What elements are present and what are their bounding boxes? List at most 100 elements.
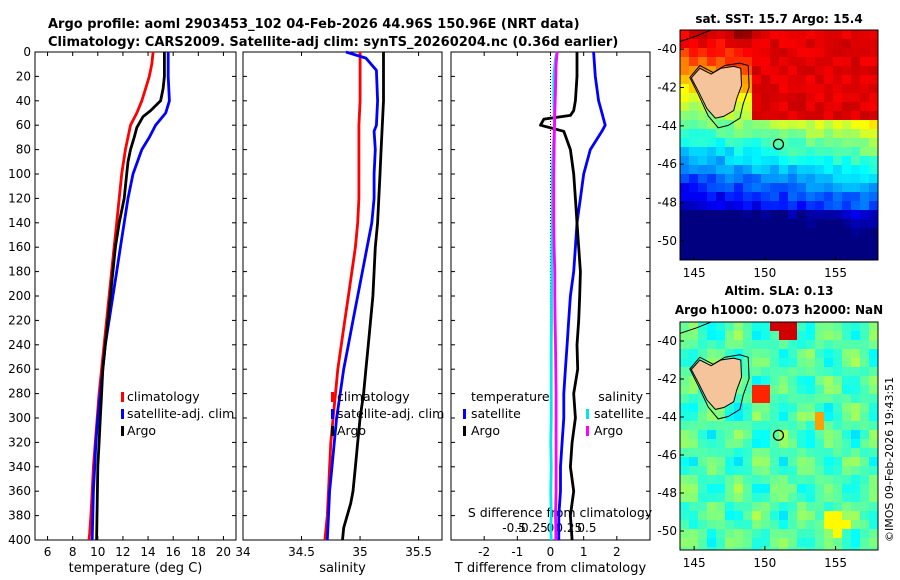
sla-cell: [842, 439, 852, 449]
sla-cell: [842, 385, 852, 395]
sst-cell: [797, 84, 807, 94]
sla-cell: [770, 439, 780, 449]
sst-cell: [752, 174, 762, 184]
sst-cell: [680, 30, 690, 40]
sst-cell: [869, 246, 878, 256]
sla-cell: [680, 385, 690, 395]
sla-cell: [824, 475, 834, 485]
sst-cell: [725, 174, 735, 184]
sst-cell: [707, 30, 717, 40]
shelf-contour: [689, 354, 750, 420]
sst-cell: [680, 48, 690, 58]
sla-cell: [797, 385, 807, 395]
sla-cell: [869, 322, 878, 332]
sst-cell: [716, 138, 726, 148]
sst-cell: [833, 48, 843, 58]
sla-cell: [842, 448, 852, 458]
sst-cell: [734, 183, 744, 193]
sst-cell: [824, 129, 834, 139]
sla-cell: [716, 529, 726, 539]
sst-cell: [806, 228, 816, 238]
sdiff-tick-label: 0.25: [555, 521, 582, 535]
sla-cell: [797, 547, 807, 550]
sla-cell: [869, 520, 878, 530]
sst-cell: [806, 174, 816, 184]
temp-xtick-label: 20: [216, 545, 231, 559]
sla-cell: [842, 511, 852, 521]
sst-cell: [797, 201, 807, 211]
sst-cell: [752, 102, 762, 112]
legend-swatch: [586, 426, 589, 436]
sla-cell: [806, 376, 816, 386]
sla-cell: [716, 430, 726, 440]
depth-tick-label: 140: [8, 216, 31, 230]
sdiff-tick-label: 0.5: [577, 521, 596, 535]
sla-cell: [707, 340, 717, 350]
sst-float-marker: [772, 138, 785, 150]
sla-cell: [743, 412, 753, 422]
sst-cell: [860, 201, 870, 211]
sla-cell: [797, 466, 807, 476]
sla-cell: [752, 403, 762, 413]
sst-cell: [860, 66, 870, 76]
sla-cell: [788, 502, 798, 512]
sal-legend-entry: climatology: [337, 389, 410, 404]
sst-cell: [770, 66, 780, 76]
sla-cell: [752, 430, 762, 440]
sla-cell: [734, 502, 744, 512]
sla-cell: [779, 385, 789, 395]
depth-tick-label: 300: [8, 411, 31, 425]
sla-cell: [761, 448, 771, 458]
sst-cell: [860, 192, 870, 202]
sst-cell: [788, 66, 798, 76]
sst-cell: [770, 48, 780, 58]
sst-cell: [860, 183, 870, 193]
sst-cell: [869, 120, 878, 130]
sst-cell: [761, 237, 771, 247]
sst-cell: [707, 201, 717, 211]
sla-cell: [752, 502, 762, 512]
sst-cell: [869, 66, 878, 76]
sla-cell: [869, 466, 878, 476]
sst-cell: [770, 174, 780, 184]
sla-cell: [815, 502, 825, 512]
sla-cell: [833, 349, 843, 359]
sst-cell: [806, 183, 816, 193]
sla-cell: [788, 349, 798, 359]
sst-cell: [815, 111, 825, 121]
sst-cell: [752, 75, 762, 85]
sst-cell: [815, 48, 825, 58]
sla-cell: [788, 448, 798, 458]
sla-cell: [698, 331, 708, 341]
sst-cell: [833, 66, 843, 76]
sst-cell: [779, 210, 789, 220]
sst-cell: [806, 120, 816, 130]
sla-cell: [779, 493, 789, 503]
sla-cell: [761, 322, 771, 332]
sla-cell: [680, 322, 690, 332]
sst-cell: [761, 147, 771, 157]
sla-cell: [851, 340, 861, 350]
sst-cell: [752, 255, 762, 260]
sst-cell: [824, 201, 834, 211]
sst-cell: [689, 84, 699, 94]
sst-cell: [851, 75, 861, 85]
sla-cell: [779, 538, 789, 548]
sst-cell: [680, 147, 690, 157]
sla-cell: [842, 538, 852, 548]
sst-cell: [824, 102, 834, 112]
sla-cell: [770, 502, 780, 512]
sla-cell: [824, 502, 834, 512]
sst-cell: [851, 147, 861, 157]
sst-cell: [851, 84, 861, 94]
sla-cell: [761, 331, 771, 341]
sla-cell: [680, 358, 690, 368]
sla-cell: [716, 538, 726, 548]
sla-cell: [761, 511, 771, 521]
sla-cell: [716, 412, 726, 422]
sla-cell: [869, 448, 878, 458]
sst-cell: [725, 165, 735, 175]
sst-cell: [869, 210, 878, 220]
sst-cell: [815, 102, 825, 112]
sla-cell: [761, 547, 771, 550]
